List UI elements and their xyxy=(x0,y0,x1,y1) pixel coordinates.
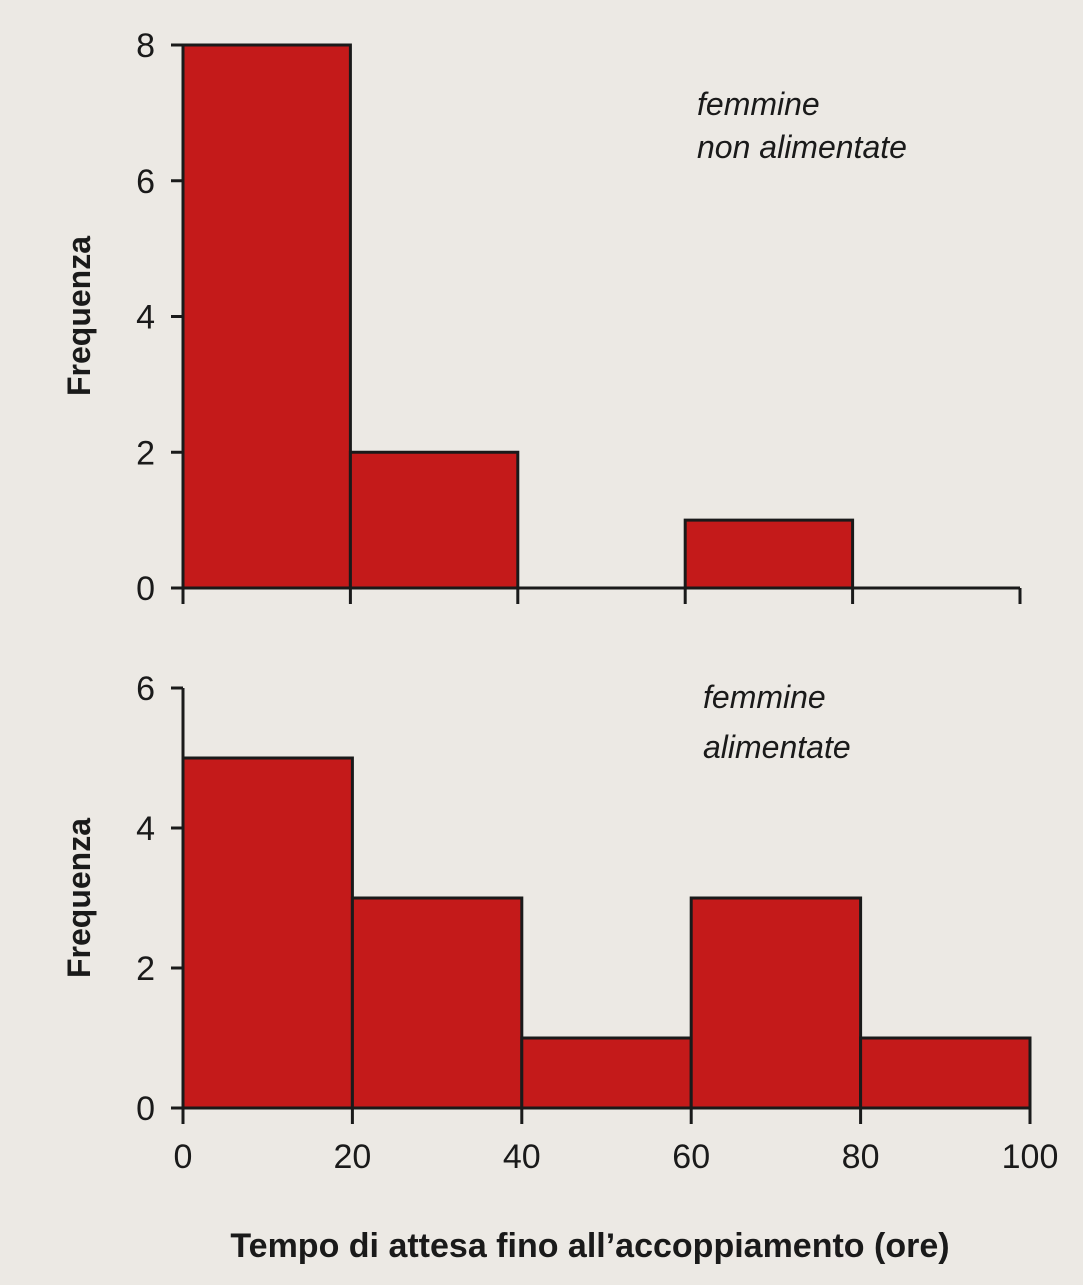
x-tick-label: 60 xyxy=(672,1138,710,1176)
y-tick-label: 8 xyxy=(136,27,155,65)
panel-fed-females: femmine alimentate Frequenza Tempo di at… xyxy=(61,670,1058,1265)
x-tick-label: 40 xyxy=(503,1138,541,1176)
y-tick-label: 4 xyxy=(136,810,155,848)
y-tick-label: 6 xyxy=(136,163,155,201)
y-axis-title: Frequenza xyxy=(61,818,97,978)
x-axis-title: Tempo di attesa fino all’accoppiamento (… xyxy=(230,1227,949,1265)
histogram-bar xyxy=(683,518,855,590)
y-axis-title: Frequenza xyxy=(61,236,97,396)
x-tick-label: 0 xyxy=(174,1138,193,1176)
y-tick-label: 4 xyxy=(136,299,155,337)
x-tick-label: 20 xyxy=(333,1138,371,1176)
histogram-bar xyxy=(689,896,863,1110)
histogram-bar xyxy=(348,450,520,590)
histogram-bar xyxy=(181,43,352,590)
annotation-line-1: femmine xyxy=(703,679,826,715)
x-tick-label: 100 xyxy=(1002,1138,1059,1176)
y-tick-label: 6 xyxy=(136,670,155,708)
panel-non-fed-females: femmine non alimentate Frequenza 0 2 4 6 8 xyxy=(61,27,1022,608)
histogram-bar xyxy=(350,896,524,1110)
x-tick-label: 80 xyxy=(842,1138,880,1176)
histogram-bar xyxy=(859,1036,1032,1110)
annotation-line-2: non alimentate xyxy=(697,129,907,165)
y-tick-label: 2 xyxy=(136,434,155,472)
histogram-bar xyxy=(181,756,354,1110)
annotation-line-2: alimentate xyxy=(703,729,851,765)
y-tick-label: 0 xyxy=(136,1090,155,1128)
y-tick-label: 2 xyxy=(136,950,155,988)
y-tick-label: 0 xyxy=(136,570,155,608)
annotation-line-1: femmine xyxy=(697,86,820,122)
histogram-bar xyxy=(520,1036,693,1110)
